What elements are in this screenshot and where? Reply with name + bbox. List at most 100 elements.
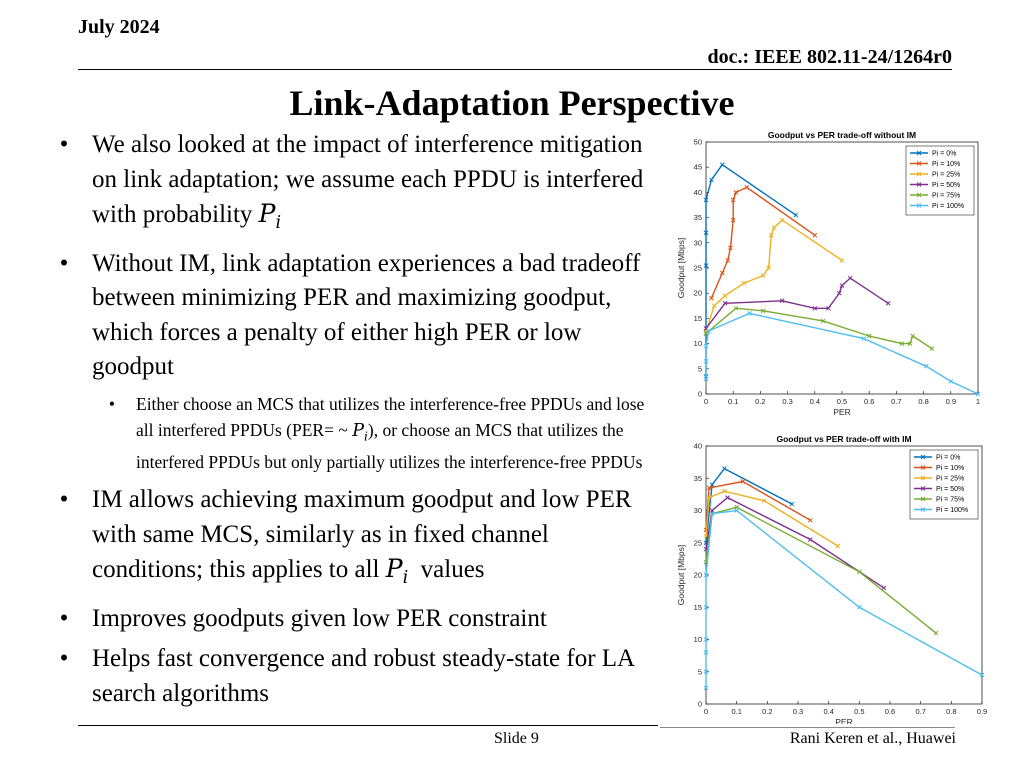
x-tick-label: 0 <box>704 707 708 716</box>
data-point <box>709 295 714 301</box>
y-tick-label: 25 <box>694 264 702 273</box>
x-tick-label: 0.7 <box>915 707 925 716</box>
y-tick-label: 40 <box>694 188 702 197</box>
x-tick-label: 0.9 <box>946 397 956 406</box>
data-point <box>728 245 733 251</box>
data-point <box>885 300 891 306</box>
data-point <box>711 303 717 309</box>
bullet-fast-convergence: • Helps fast convergence and robust stea… <box>52 642 662 711</box>
y-tick-label: 30 <box>694 238 702 247</box>
chart-without-im: Goodput vs PER trade-off without IM 0 0.1 0… <box>672 126 990 426</box>
data-point <box>856 604 862 610</box>
slide-title: Link-Adaptation Perspective <box>289 83 735 123</box>
y-tick-label: 35 <box>694 474 702 483</box>
legend-label: Pi = 0% <box>932 151 956 158</box>
slide-number: Slide 9 <box>494 730 539 747</box>
series-line <box>705 467 793 543</box>
bullet-im-impact: • We also looked at the impact of interf… <box>52 128 662 241</box>
x-tick-label: 0.8 <box>918 397 928 406</box>
data-point <box>703 685 709 691</box>
y-axis-label: Goodput [Mbps] <box>676 238 686 298</box>
y-tick-label: 15 <box>694 603 702 612</box>
data-point <box>703 230 709 236</box>
data-point <box>703 572 709 578</box>
data-point <box>730 197 736 203</box>
bullet-dot: • <box>59 604 69 632</box>
y-tick-label: 0 <box>698 390 702 399</box>
data-point <box>747 311 752 316</box>
y-tick-label: 30 <box>694 506 702 515</box>
data-point <box>703 358 709 364</box>
legend-label: Pi = 0% <box>936 455 960 462</box>
y-tick-label: 35 <box>694 213 702 222</box>
x-tick-label: 0.9 <box>977 707 987 716</box>
legend-label: Pi = 50% <box>936 486 964 493</box>
data-point <box>807 517 813 523</box>
data-point <box>771 225 777 231</box>
bullet-im-max-goodput: • IM allows achieving maximum goodput an… <box>52 483 662 596</box>
data-point <box>861 336 867 341</box>
x-tick-label: 0.7 <box>891 397 901 406</box>
data-point <box>779 298 785 304</box>
data-point <box>703 650 709 655</box>
data-point <box>703 669 709 675</box>
data-point <box>923 363 929 369</box>
chart-svg: Goodput vs PER trade-off with IM 0 0.1 0.2 0… <box>676 434 987 727</box>
bullet-dot: • <box>59 249 69 277</box>
x-tick-label: 1 <box>976 397 980 406</box>
header-date: July 2024 <box>78 16 160 38</box>
data-point <box>835 543 841 549</box>
y-tick-label: 40 <box>694 442 702 451</box>
data-point <box>826 305 831 311</box>
x-tick-label: 0.5 <box>837 397 847 406</box>
legend-label: Pi = 50% <box>932 182 960 189</box>
x-tick-label: 0.2 <box>762 707 772 716</box>
header-doc-id: doc.: IEEE 802.11-24/1264r0 <box>707 46 952 68</box>
data-point <box>847 275 853 281</box>
legend-marker <box>916 150 922 156</box>
math-p-i: Pi <box>352 420 368 444</box>
bullet-dot: • <box>59 486 69 513</box>
bullet-improves-goodput: • Improves goodputs given low PER constr… <box>52 602 662 637</box>
data-point <box>703 376 709 382</box>
legend-marker <box>916 182 922 187</box>
header-divider <box>78 69 952 70</box>
data-point <box>709 511 715 517</box>
data-point <box>733 190 739 195</box>
legend-marker <box>920 465 926 470</box>
chart-title: Goodput vs PER trade-off without IM <box>768 130 916 140</box>
data-point <box>706 328 712 334</box>
data-point <box>703 637 709 642</box>
data-point <box>793 212 799 218</box>
data-point <box>761 498 767 504</box>
y-tick-label: 25 <box>694 538 702 547</box>
legend-marker <box>916 171 922 177</box>
series-line <box>705 509 983 688</box>
data-point <box>899 341 905 346</box>
legend-label: Pi = 75% <box>932 193 960 200</box>
data-point <box>725 495 730 500</box>
y-tick-label: 45 <box>694 163 702 172</box>
x-tick-label: 0.4 <box>810 397 820 406</box>
legend-marker <box>920 507 926 512</box>
chart-with-im: Goodput vs PER trade-off with IM 0 0.1 0.2 0… <box>672 430 990 727</box>
data-point <box>703 604 709 610</box>
data-point <box>719 162 725 168</box>
legend-label: Pi = 25% <box>936 476 964 483</box>
x-tick-label: 0.3 <box>782 397 792 406</box>
bullet-without-im: • Without IM, link adaptation experience… <box>52 247 662 385</box>
legend-label: Pi = 10% <box>936 465 964 472</box>
data-point <box>929 346 935 351</box>
data-point <box>722 466 727 471</box>
data-point <box>722 300 728 306</box>
data-point <box>733 305 739 311</box>
data-point <box>766 265 771 271</box>
bullet-dot: • <box>59 645 69 672</box>
data-point <box>866 333 872 339</box>
x-tick-label: 0.2 <box>755 397 765 406</box>
data-point <box>812 232 818 238</box>
data-point <box>812 305 818 311</box>
data-point <box>744 185 750 190</box>
data-point <box>839 258 845 263</box>
data-point <box>933 630 939 636</box>
